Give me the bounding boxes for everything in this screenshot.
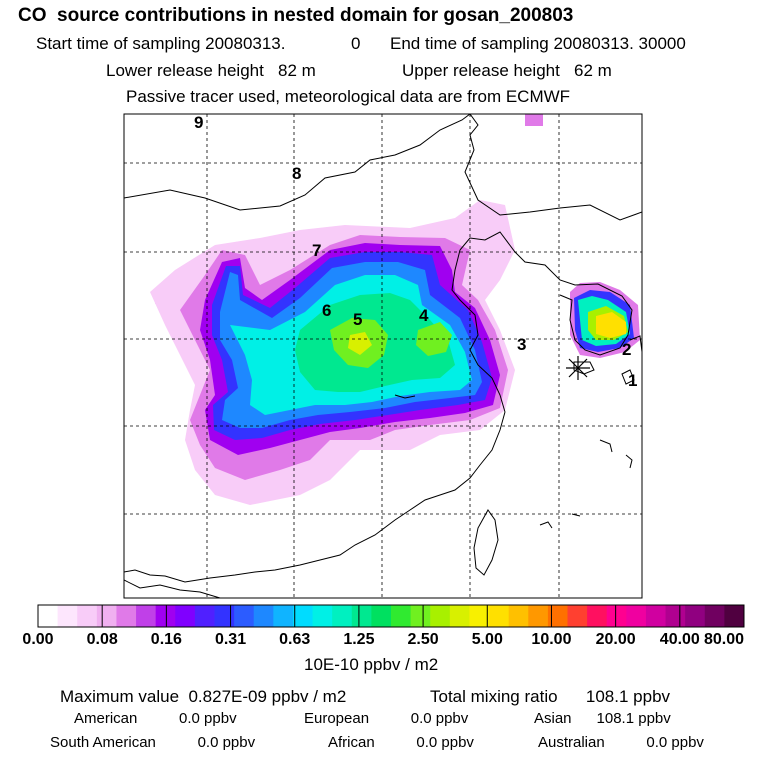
- color-scale-cell: [234, 605, 255, 627]
- color-scale-cell: [469, 605, 490, 627]
- color-scale-cell: [547, 605, 568, 627]
- color-scale-cell: [430, 605, 451, 627]
- african-contribution: African 0.0 ppbv: [328, 734, 474, 751]
- color-scale-label: 40.00: [659, 631, 700, 648]
- color-scale-unit: 10E-10 ppbv / m2: [304, 655, 439, 674]
- color-scale-label: 0.63: [279, 631, 311, 648]
- plume-spot-west: [155, 288, 173, 304]
- start-time-label: Start time of sampling 20080313.: [36, 34, 286, 53]
- plot-title: CO source contributions in nested domain…: [18, 5, 574, 26]
- end-time-label: End time of sampling 20080313. 30000: [390, 34, 686, 53]
- color-scale-cell: [312, 605, 333, 627]
- south-american-contribution: South American 0.0 ppbv: [50, 734, 256, 751]
- region-label-5: 5: [353, 310, 362, 329]
- color-scale-cells: [38, 605, 745, 627]
- region-label-9: 9: [194, 113, 203, 132]
- color-scale-cell: [587, 605, 608, 627]
- coastlines: [124, 114, 642, 598]
- region-label-1: 1: [628, 371, 637, 390]
- start-time-hour: 0: [351, 34, 361, 53]
- asian-contribution: Asian 108.1 ppbv: [534, 710, 671, 727]
- upper-release-height: Upper release height 62 m: [402, 61, 612, 80]
- color-scale-cell: [685, 605, 706, 627]
- receptor-asterisk-icon: [566, 356, 590, 380]
- region-label-7: 7: [312, 241, 321, 260]
- maximum-value: Maximum value 0.827E-09 ppbv / m2: [60, 687, 347, 706]
- color-scale-cell: [292, 605, 314, 627]
- plume-level-9: [348, 332, 372, 355]
- color-scale-cell: [567, 605, 588, 627]
- color-scale-cell: [704, 605, 725, 627]
- color-scale-cell: [175, 605, 196, 627]
- color-scale-cell: [528, 605, 549, 627]
- color-scale-label: 20.00: [595, 631, 636, 648]
- plume-field: [150, 114, 640, 505]
- color-scale-cell: [96, 605, 117, 627]
- color-scale-cell: [645, 605, 667, 627]
- region-labels: 9 8 7 6 5 4 3 2 1: [194, 113, 637, 390]
- color-scale-cell: [38, 605, 59, 627]
- lower-release-height: Lower release height 82 m: [106, 61, 316, 80]
- color-scale-cell: [253, 605, 274, 627]
- color-scale-cell: [371, 605, 392, 627]
- color-scale-label: 10.00: [531, 631, 572, 648]
- color-scale-cell: [332, 605, 353, 627]
- tracer-note: Passive tracer used, meteorological data…: [126, 87, 571, 106]
- region-label-3: 3: [517, 335, 526, 354]
- color-scale-cell: [449, 605, 470, 627]
- plume-spot-north: [525, 114, 543, 126]
- color-scale-label: 1.25: [343, 631, 375, 648]
- color-scale-label: 2.50: [407, 631, 439, 648]
- region-label-8: 8: [292, 164, 301, 183]
- color-scale-cell: [626, 605, 647, 627]
- color-scale-cell: [116, 605, 137, 627]
- american-contribution: American 0.0 ppbv: [74, 710, 237, 727]
- color-scale-cell: [665, 605, 686, 627]
- color-scale-cell: [273, 605, 294, 627]
- color-scale-cell: [351, 605, 372, 627]
- color-scale-dividers: [37, 605, 745, 627]
- color-scale-cell: [391, 605, 412, 627]
- color-scale-cell: [77, 605, 98, 627]
- color-scale-cell: [410, 605, 431, 627]
- total-mixing-ratio: Total mixing ratio 108.1 ppbv: [430, 687, 671, 706]
- color-scale-label: 0.00: [22, 631, 54, 648]
- color-scale-cell: [57, 605, 78, 627]
- european-contribution: European 0.0 ppbv: [304, 710, 469, 727]
- color-scale-cell: [214, 605, 235, 627]
- color-scale-cell: [489, 605, 510, 627]
- color-scale-cell: [136, 605, 157, 627]
- color-scale-cell: [606, 605, 627, 627]
- lat-lon-grid: [124, 114, 642, 598]
- color-scale-cell: [724, 605, 745, 627]
- australian-contribution: Australian 0.0 ppbv: [538, 734, 704, 751]
- korea-plume-peak: [596, 312, 626, 338]
- region-label-4: 4: [419, 306, 429, 325]
- color-scale-label: 80.00: [703, 631, 745, 648]
- plume-level-8b: [416, 322, 452, 356]
- color-scale-cell: [194, 605, 215, 627]
- color-scale-label: 0.16: [150, 631, 182, 648]
- color-scale-label: 0.08: [86, 631, 118, 648]
- color-scale-cell: [508, 605, 529, 627]
- map-frame: [123, 113, 643, 599]
- color-scale-label: 0.31: [214, 631, 247, 648]
- color-scale-cell: [155, 605, 176, 627]
- color-scale-label: 5.00: [471, 631, 503, 648]
- region-label-6: 6: [322, 301, 331, 320]
- region-label-2: 2: [622, 340, 631, 359]
